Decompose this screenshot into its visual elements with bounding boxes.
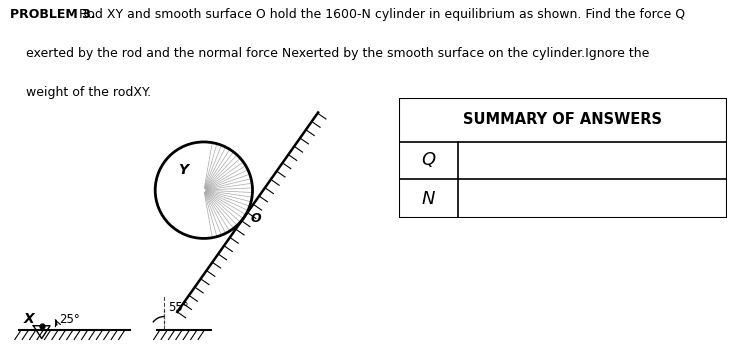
Text: 25°: 25°	[59, 313, 80, 326]
Text: weight of the rodXY.: weight of the rodXY.	[10, 86, 151, 99]
Text: 55°: 55°	[168, 301, 189, 314]
Text: N: N	[421, 190, 435, 207]
Text: O: O	[251, 212, 261, 225]
Text: exerted by the rod and the normal force Nexerted by the smooth surface on the cy: exerted by the rod and the normal force …	[10, 47, 649, 60]
Text: Q: Q	[421, 151, 435, 169]
Text: X: X	[24, 312, 35, 326]
Text: Y: Y	[179, 163, 188, 177]
Text: SUMMARY OF ANSWERS: SUMMARY OF ANSWERS	[463, 112, 662, 127]
Text: Rod XY and smooth surface O hold the 1600-N cylinder in equilibrium as shown. Fi: Rod XY and smooth surface O hold the 160…	[79, 8, 685, 21]
Text: PROBLEM 3.: PROBLEM 3.	[10, 8, 95, 21]
